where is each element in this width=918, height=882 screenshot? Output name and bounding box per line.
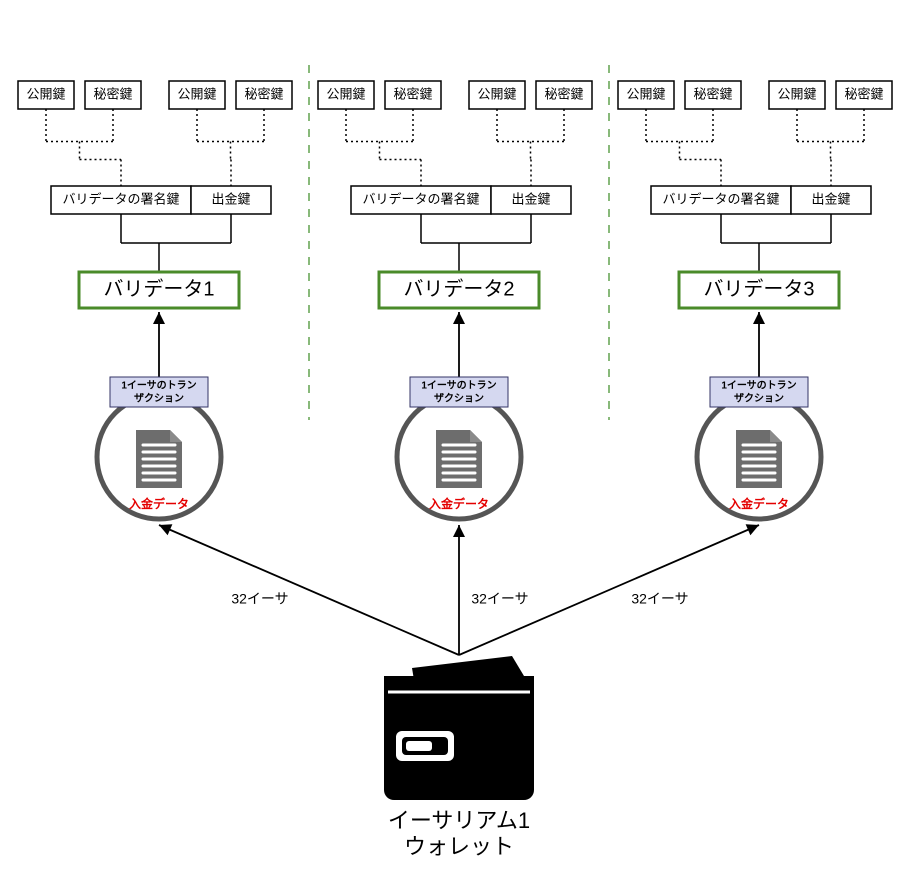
wallet-title-line1: イーサリアム1 [388,808,530,833]
withdraw-key-label: 出金鍵 [811,191,850,206]
ether-amount-label: 32イーサ [471,591,528,607]
deposit-data-label: 入金データ [429,496,489,511]
key-label: 秘密鍵 [244,86,283,101]
transaction-label-line1: 1イーサのトラン [721,380,796,392]
transaction-label-line1: 1イーサのトラン [121,380,196,392]
key-label: 秘密鍵 [93,86,132,101]
validator-label: バリデータ3 [703,277,814,300]
document-icon [436,430,482,488]
key-label: 公開鍵 [626,86,665,101]
key-label: 公開鍵 [477,86,516,101]
wallet-title-line2: ウォレット [404,834,514,859]
key-label: 秘密鍵 [393,86,432,101]
validator-label: バリデータ1 [103,277,214,300]
key-label: 秘密鍵 [844,86,883,101]
key-label: 公開鍵 [26,86,65,101]
wallet-icon [384,656,534,800]
transaction-label-line2: ザクション [134,393,184,405]
ether-amount-label: 32イーサ [231,591,288,607]
signing-key-label: バリデータの署名鍵 [662,191,779,206]
deposit-data-label: 入金データ [129,496,189,511]
withdraw-key-label: 出金鍵 [511,191,550,206]
signing-key-label: バリデータの署名鍵 [62,191,179,206]
key-label: 公開鍵 [177,86,216,101]
document-icon [136,430,182,488]
transaction-label-line1: 1イーサのトラン [421,380,496,392]
deposit-data-label: 入金データ [729,496,789,511]
validator-label: バリデータ2 [403,277,514,300]
withdraw-key-label: 出金鍵 [211,191,250,206]
key-label: 公開鍵 [777,86,816,101]
transaction-label-line2: ザクション [434,393,484,405]
key-label: 秘密鍵 [693,86,732,101]
key-label: 公開鍵 [326,86,365,101]
key-label: 秘密鍵 [544,86,583,101]
transaction-label-line2: ザクション [734,393,784,405]
document-icon [736,430,782,488]
ether-amount-label: 32イーサ [631,591,688,607]
signing-key-label: バリデータの署名鍵 [362,191,479,206]
